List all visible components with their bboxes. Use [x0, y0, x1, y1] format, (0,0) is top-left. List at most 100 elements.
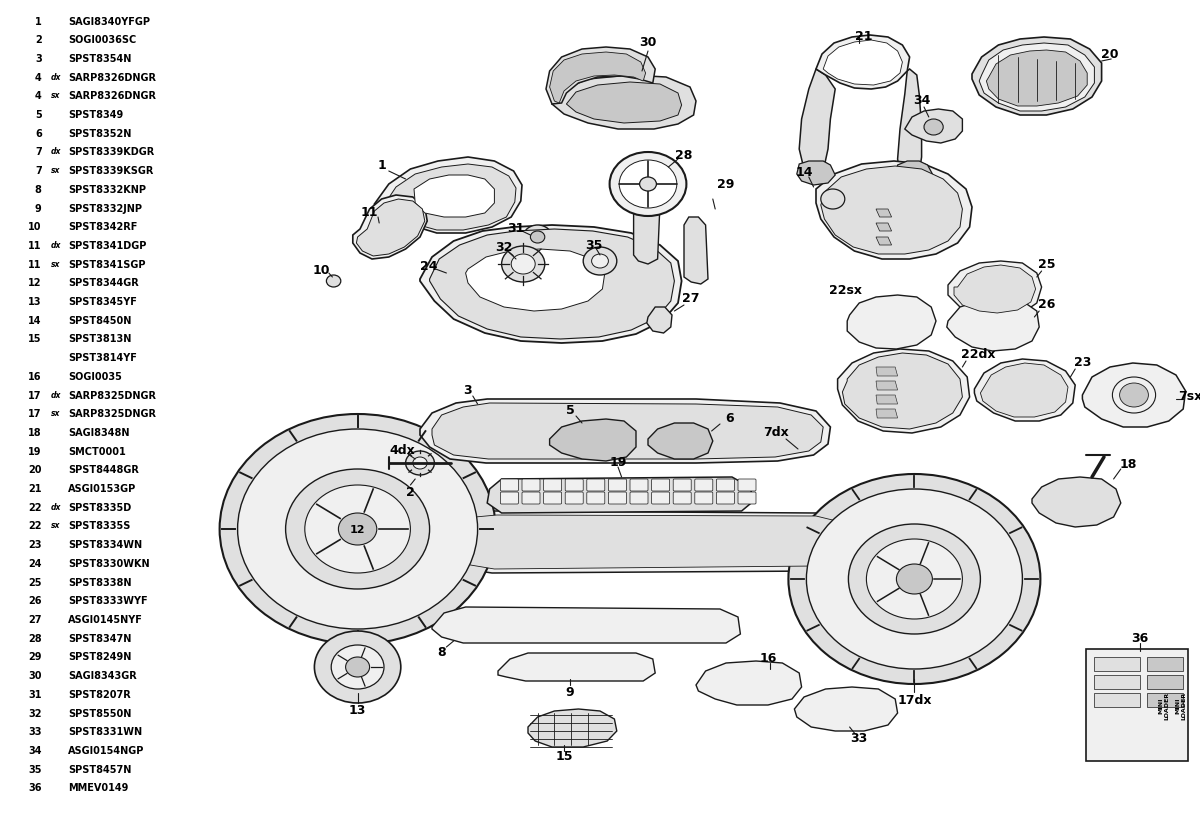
- Polygon shape: [374, 158, 522, 233]
- Text: SPST8457N: SPST8457N: [68, 763, 132, 773]
- Text: MMEV0149: MMEV0149: [68, 782, 128, 792]
- Text: SAGI8348N: SAGI8348N: [68, 427, 130, 437]
- Circle shape: [220, 415, 496, 644]
- Circle shape: [338, 513, 377, 546]
- Polygon shape: [566, 83, 682, 124]
- Polygon shape: [552, 76, 696, 130]
- Polygon shape: [634, 195, 660, 265]
- Text: 16: 16: [29, 372, 42, 382]
- Polygon shape: [432, 403, 823, 460]
- Polygon shape: [876, 382, 898, 391]
- Text: 34: 34: [29, 745, 42, 755]
- Text: 7sx: 7sx: [1178, 389, 1200, 402]
- Polygon shape: [948, 262, 1042, 318]
- Text: 26: 26: [29, 595, 42, 605]
- Text: 17: 17: [29, 390, 42, 400]
- FancyBboxPatch shape: [630, 493, 648, 504]
- Text: 27: 27: [29, 614, 42, 624]
- Text: SPST8354N: SPST8354N: [68, 54, 132, 64]
- Text: 8: 8: [35, 185, 42, 195]
- Text: 22: 22: [29, 503, 42, 513]
- Circle shape: [406, 451, 434, 475]
- Text: 13: 13: [349, 703, 366, 715]
- Polygon shape: [414, 176, 494, 218]
- FancyBboxPatch shape: [608, 479, 626, 491]
- Text: SPST8333WYF: SPST8333WYF: [68, 595, 148, 605]
- Polygon shape: [876, 368, 898, 377]
- Polygon shape: [550, 420, 636, 461]
- Polygon shape: [799, 70, 835, 171]
- Text: dx: dx: [52, 147, 61, 156]
- Circle shape: [413, 457, 427, 469]
- FancyBboxPatch shape: [716, 479, 734, 491]
- Circle shape: [788, 474, 1040, 684]
- Text: 32: 32: [496, 240, 512, 253]
- Text: sx: sx: [52, 409, 60, 418]
- Polygon shape: [838, 349, 970, 434]
- Text: ASGI0153GP: ASGI0153GP: [68, 484, 137, 493]
- Polygon shape: [550, 53, 646, 104]
- FancyBboxPatch shape: [673, 493, 691, 504]
- Text: 11: 11: [29, 241, 42, 251]
- Text: 22sx: 22sx: [829, 283, 863, 296]
- Text: SPST8207R: SPST8207R: [68, 689, 131, 699]
- Polygon shape: [794, 687, 898, 731]
- Circle shape: [523, 226, 552, 250]
- FancyBboxPatch shape: [695, 479, 713, 491]
- Polygon shape: [546, 48, 655, 105]
- Circle shape: [511, 255, 535, 275]
- FancyBboxPatch shape: [716, 493, 734, 504]
- Polygon shape: [898, 70, 922, 176]
- Text: SARP8325DNGR: SARP8325DNGR: [68, 390, 156, 400]
- Circle shape: [610, 153, 686, 217]
- Text: SPST8347N: SPST8347N: [68, 633, 132, 643]
- Text: 14: 14: [29, 315, 42, 325]
- Polygon shape: [356, 200, 425, 257]
- Text: 5: 5: [565, 403, 575, 416]
- Text: 35: 35: [29, 763, 42, 773]
- Circle shape: [502, 247, 545, 282]
- Text: 1: 1: [377, 158, 386, 171]
- Text: SPST8349: SPST8349: [68, 110, 124, 120]
- Text: 13: 13: [29, 296, 42, 306]
- Text: 23: 23: [29, 540, 42, 550]
- Text: 8: 8: [437, 645, 446, 657]
- Text: dx: dx: [52, 241, 61, 250]
- Polygon shape: [876, 396, 898, 405]
- Text: MINI
LOADER: MINI LOADER: [1175, 691, 1187, 720]
- FancyBboxPatch shape: [544, 479, 562, 491]
- Polygon shape: [684, 218, 708, 285]
- Text: SPST8249N: SPST8249N: [68, 652, 132, 662]
- Polygon shape: [905, 110, 962, 144]
- FancyBboxPatch shape: [630, 479, 648, 491]
- Circle shape: [821, 190, 845, 209]
- Circle shape: [238, 430, 478, 629]
- Text: dx: dx: [52, 390, 61, 399]
- Text: SMCT0001: SMCT0001: [68, 446, 126, 456]
- Text: 30: 30: [640, 36, 656, 49]
- FancyBboxPatch shape: [565, 493, 583, 504]
- Polygon shape: [876, 238, 892, 246]
- Polygon shape: [696, 662, 802, 705]
- Text: SPST8342RF: SPST8342RF: [68, 222, 138, 232]
- Text: 2: 2: [406, 485, 415, 498]
- Text: 4: 4: [35, 73, 42, 83]
- FancyBboxPatch shape: [522, 493, 540, 504]
- Polygon shape: [1094, 693, 1140, 707]
- Text: 29: 29: [29, 652, 42, 662]
- Circle shape: [924, 120, 943, 136]
- Text: 2: 2: [35, 36, 42, 46]
- Polygon shape: [816, 36, 910, 90]
- FancyBboxPatch shape: [565, 479, 583, 491]
- Text: 11: 11: [29, 259, 42, 269]
- Polygon shape: [1147, 675, 1183, 689]
- Text: 25: 25: [1038, 258, 1055, 270]
- Text: MINI
LOADER: MINI LOADER: [1159, 691, 1170, 720]
- Text: 36: 36: [1132, 631, 1148, 643]
- Polygon shape: [487, 478, 754, 513]
- Text: 23: 23: [1074, 355, 1091, 368]
- Polygon shape: [451, 515, 857, 570]
- Text: SOGI0036SC: SOGI0036SC: [68, 36, 137, 46]
- Circle shape: [619, 161, 677, 209]
- Text: SPST8334WN: SPST8334WN: [68, 540, 143, 550]
